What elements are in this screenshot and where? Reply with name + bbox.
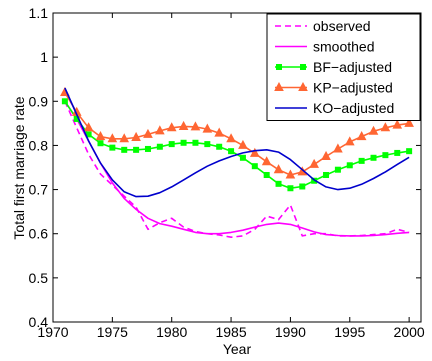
- y-axis-label: Total first marriage rate: [11, 96, 27, 239]
- triangle-marker: [298, 81, 308, 91]
- triangle-marker: [333, 143, 343, 153]
- square-marker: [370, 154, 377, 161]
- triangle-marker: [356, 131, 367, 141]
- triangle-marker: [249, 147, 260, 157]
- square-marker: [121, 146, 128, 153]
- triangle-marker: [309, 158, 319, 168]
- square-marker: [216, 143, 223, 150]
- legend-label: KP−adjusted: [313, 80, 393, 96]
- square-marker: [156, 143, 163, 150]
- legend: observed smoothed BF−adjusted KP−adjusted KO…: [266, 13, 421, 121]
- y-tick-label: 0.8: [29, 137, 49, 153]
- y-tick-label: 0.9: [29, 93, 49, 109]
- x-tick-label: 2000: [394, 324, 425, 340]
- triangle-marker: [392, 119, 403, 129]
- legend-label: smoothed: [313, 39, 374, 55]
- series-4: [64, 87, 410, 198]
- triangle-marker: [178, 120, 189, 130]
- x-tick-label: 1980: [156, 324, 187, 340]
- legend-entry: observed: [275, 18, 371, 34]
- square-marker: [228, 148, 235, 155]
- square-marker: [406, 148, 413, 155]
- triangle-marker: [261, 156, 272, 166]
- square-marker: [334, 166, 341, 173]
- triangle-marker: [95, 131, 106, 141]
- square-marker: [346, 162, 353, 169]
- square-marker: [287, 185, 294, 192]
- square-marker: [133, 146, 140, 153]
- y-tick-label: 1: [40, 49, 48, 65]
- triangle-marker: [368, 125, 379, 135]
- triangle-marker: [226, 133, 236, 143]
- legend-label: BF−adjusted: [313, 59, 392, 75]
- triangle-marker: [107, 133, 118, 143]
- triangle-marker: [321, 150, 331, 160]
- triangle-marker: [143, 128, 153, 138]
- triangle-marker: [202, 123, 213, 133]
- square-marker: [192, 139, 199, 146]
- triangle-marker: [190, 121, 201, 131]
- legend-entry: BF−adjusted: [275, 59, 392, 75]
- triangle-marker: [274, 81, 284, 91]
- triangle-marker: [83, 122, 94, 132]
- x-tick-label: 1990: [275, 324, 306, 340]
- legend-label: observed: [313, 18, 371, 34]
- square-marker: [239, 154, 246, 161]
- series-line: [64, 87, 410, 198]
- triangle-marker: [238, 139, 248, 149]
- square-marker: [394, 149, 401, 156]
- square-marker: [300, 64, 306, 70]
- square-marker: [144, 145, 151, 152]
- square-marker: [251, 163, 258, 170]
- triangle-marker: [273, 164, 284, 174]
- axes-layer: 1970 1975 1980 1985 1990 1995 2000 0.4 0.5 0.6 0.7…: [29, 5, 425, 340]
- triangle-marker: [155, 125, 165, 135]
- square-marker: [323, 172, 330, 179]
- triangle-marker: [166, 122, 177, 132]
- y-tick-label: 1.1: [29, 5, 49, 21]
- triangle-marker: [285, 169, 296, 179]
- square-marker: [299, 183, 306, 190]
- square-marker: [276, 64, 282, 70]
- y-tick-label: 0.5: [29, 270, 49, 286]
- square-marker: [263, 172, 270, 179]
- series-layer: [60, 86, 414, 238]
- triangle-marker: [119, 133, 130, 143]
- series-0: [64, 100, 410, 238]
- triangle-marker: [404, 117, 414, 127]
- y-tick-label: 0.4: [29, 314, 49, 330]
- legend-entry: smoothed: [275, 39, 374, 55]
- square-marker: [61, 98, 68, 105]
- square-marker: [168, 141, 175, 148]
- triangle-marker: [214, 127, 225, 137]
- square-marker: [204, 141, 211, 148]
- square-marker: [180, 139, 187, 146]
- triangle-marker: [380, 122, 391, 132]
- triangle-marker: [344, 136, 355, 146]
- legend-entry: KO−adjusted: [275, 100, 394, 116]
- x-tick-label: 1970: [37, 324, 68, 340]
- square-marker: [358, 157, 365, 164]
- x-tick-label: 1995: [334, 324, 365, 340]
- square-marker: [382, 152, 389, 159]
- square-marker: [275, 180, 282, 187]
- x-tick-label: 1975: [97, 324, 128, 340]
- x-tick-label: 1985: [215, 324, 246, 340]
- series-line: [64, 100, 410, 238]
- legend-entry: KP−adjusted: [274, 80, 393, 96]
- x-axis-label: Year: [223, 341, 252, 357]
- square-marker: [97, 140, 104, 147]
- square-marker: [109, 144, 116, 151]
- y-tick-label: 0.7: [29, 182, 49, 198]
- triangle-marker: [131, 131, 141, 141]
- y-tick-label: 0.6: [29, 226, 49, 242]
- legend-label: KO−adjusted: [313, 100, 394, 116]
